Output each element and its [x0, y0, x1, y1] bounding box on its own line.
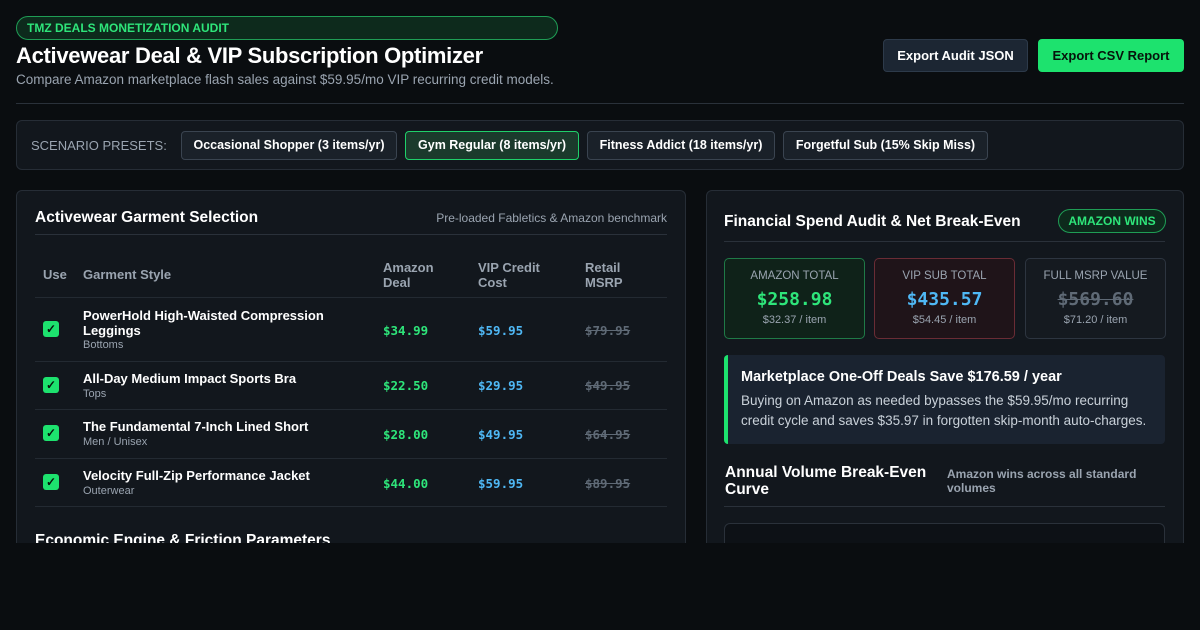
- break-even-curve-note: Amazon wins across all standard volumes: [947, 467, 1137, 495]
- preset-fitness-addict[interactable]: Fitness Addict (18 items/yr): [587, 131, 775, 160]
- col-amazon-deal: Amazon Deal: [383, 260, 434, 290]
- garment-name: All-Day Medium Impact Sports Bra: [83, 371, 297, 386]
- presets-label: SCENARIO PRESETS:: [31, 138, 167, 153]
- garment-row-jacket: ✓ Velocity Full-Zip Performance Jacket O…: [35, 458, 667, 507]
- use-checkbox[interactable]: ✓: [43, 377, 59, 393]
- use-checkbox[interactable]: ✓: [43, 474, 59, 490]
- vip-credit-price: $49.95: [478, 427, 524, 442]
- garment-name: The Fundamental 7-Inch Lined Short: [83, 419, 309, 434]
- export-json-button[interactable]: Export Audit JSON: [883, 39, 1028, 72]
- header-divider: [16, 103, 1184, 104]
- vip-credit-price: $29.95: [478, 378, 524, 393]
- retail-msrp-price: $49.95: [585, 378, 631, 393]
- vip-total-card: VIP SUB TOTAL $435.57 $54.45 / item: [874, 258, 1015, 339]
- garment-category: Tops: [83, 388, 107, 400]
- retail-msrp-price: $64.95: [585, 427, 631, 442]
- amazon-deal-price: $22.50: [383, 378, 429, 393]
- stat-label: VIP SUB TOTAL: [902, 270, 987, 282]
- savings-callout: Marketplace One-Off Deals Save $176.59 /…: [724, 355, 1165, 444]
- amazon-deal-price: $28.00: [383, 427, 429, 442]
- col-use: Use: [43, 267, 67, 282]
- vip-per-item: $54.45 / item: [912, 314, 977, 326]
- preset-occasional-shopper[interactable]: Occasional Shopper (3 items/yr): [181, 131, 397, 160]
- audit-panel-divider: [724, 241, 1165, 242]
- stat-label: AMAZON TOTAL: [750, 270, 839, 282]
- savings-callout-body: Buying on Amazon as needed bypasses the …: [741, 393, 1147, 428]
- garment-row-leggings: ✓ PowerHold High-Waisted Compression Leg…: [35, 297, 667, 361]
- amazon-total-value: $258.98: [756, 289, 833, 310]
- use-checkbox[interactable]: ✓: [43, 425, 59, 441]
- garment-panel-note: Pre-loaded Fabletics & Amazon benchmark: [436, 211, 667, 225]
- garment-category: Outerwear: [83, 485, 135, 497]
- retail-msrp-price: $79.95: [585, 323, 631, 338]
- break-even-curve-title: Annual Volume Break-Even Curve: [725, 464, 927, 498]
- page-title: Activewear Deal & VIP Subscription Optim…: [16, 43, 483, 68]
- garment-name: Velocity Full-Zip Performance Jacket: [83, 468, 310, 483]
- amazon-deal-price: $44.00: [383, 476, 429, 491]
- col-retail-msrp: Retail MSRP: [585, 260, 623, 290]
- vip-total-value: $435.57: [906, 289, 983, 310]
- col-vip-credit-cost: VIP Credit Cost: [478, 260, 540, 290]
- garment-category: Men / Unisex: [83, 436, 148, 448]
- stat-label: FULL MSRP VALUE: [1043, 270, 1148, 282]
- amazon-per-item: $32.37 / item: [762, 314, 827, 326]
- msrp-total-card: FULL MSRP VALUE $569.60 $71.20 / item: [1025, 258, 1166, 339]
- msrp-total-value: $569.60: [1057, 289, 1134, 310]
- winner-badge: AMAZON WINS: [1058, 209, 1166, 233]
- amazon-total-card: AMAZON TOTAL $258.98 $32.37 / item: [724, 258, 865, 339]
- msrp-per-item: $71.20 / item: [1063, 314, 1128, 326]
- garment-panel-divider: [35, 234, 667, 235]
- export-csv-button[interactable]: Export CSV Report: [1038, 39, 1184, 72]
- garment-row-sports-bra: ✓ All-Day Medium Impact Sports Bra Tops …: [35, 361, 667, 409]
- page-subtitle: Compare Amazon marketplace flash sales a…: [16, 72, 554, 87]
- vip-credit-price: $59.95: [478, 476, 524, 491]
- garment-row-lined-short: ✓ The Fundamental 7-Inch Lined Short Men…: [35, 409, 667, 458]
- col-garment-style: Garment Style: [83, 267, 172, 282]
- preset-gym-regular[interactable]: Gym Regular (8 items/yr): [405, 131, 579, 160]
- vip-credit-price: $59.95: [478, 323, 524, 338]
- audit-badge: TMZ DEALS MONETIZATION AUDIT: [16, 16, 558, 40]
- scenario-presets-bar: SCENARIO PRESETS: Occasional Shopper (3 …: [16, 120, 1184, 170]
- garment-panel-title: Activewear Garment Selection: [35, 209, 259, 226]
- garment-category: Bottoms: [83, 339, 124, 351]
- audit-panel-title: Financial Spend Audit & Net Break-Even: [724, 213, 1021, 230]
- amazon-deal-price: $34.99: [383, 323, 429, 338]
- garment-name: PowerHold High-Waisted Compression Leggi…: [83, 308, 324, 338]
- use-checkbox[interactable]: ✓: [43, 321, 59, 337]
- viewport-fold: [0, 543, 1200, 630]
- preset-forgetful-sub[interactable]: Forgetful Sub (15% Skip Miss): [783, 131, 988, 160]
- retail-msrp-price: $89.95: [585, 476, 631, 491]
- curve-divider: [724, 506, 1165, 507]
- savings-callout-title: Marketplace One-Off Deals Save $176.59 /…: [741, 369, 1062, 385]
